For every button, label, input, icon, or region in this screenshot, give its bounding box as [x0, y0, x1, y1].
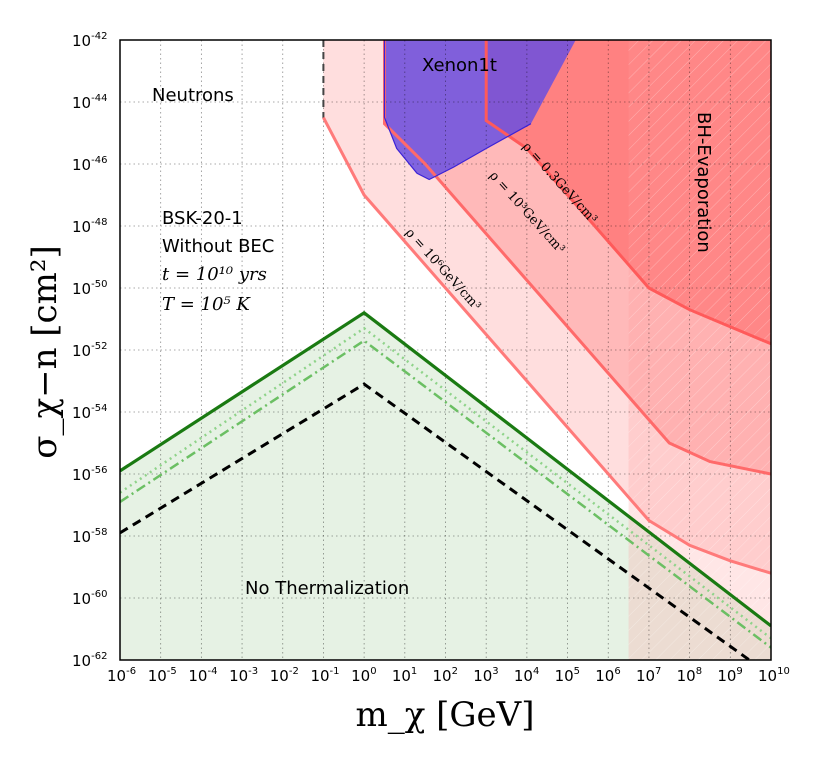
- series-without-bec-solid: [120, 310, 771, 628]
- y-tick-label: 10-62: [72, 651, 107, 670]
- y-axis-label: σ_χ−n [cm²]: [25, 245, 65, 458]
- x-tick-label: 102: [433, 666, 458, 685]
- boundary-rho-0.3: [484, 40, 771, 346]
- annotation-temperature: T = 10⁵ K: [162, 294, 251, 315]
- y-tick-label: 10-56: [72, 465, 107, 484]
- annotation-neutrons: Neutrons: [152, 85, 234, 106]
- exclusion-regions: [323, 40, 771, 660]
- series-lines: [120, 310, 771, 660]
- boundary-rho-1e6-red: [322, 116, 771, 575]
- x-tick-label: 100: [351, 666, 376, 685]
- annotation-model: BSK-20-1: [162, 208, 243, 229]
- x-tick-label: 103: [473, 666, 498, 685]
- x-tick-label: 10-4: [188, 666, 217, 685]
- series-dotted: [120, 326, 771, 640]
- series-dashed: [120, 382, 752, 660]
- y-tick-label: 10-44: [72, 93, 107, 112]
- x-tick-label: 108: [677, 666, 702, 685]
- x-tick-label: 10-2: [270, 666, 299, 685]
- annotation-time: t = 10¹⁰ yrs: [162, 264, 267, 285]
- y-tick-label: 10-60: [72, 589, 107, 608]
- y-tick-label: 10-52: [72, 341, 107, 360]
- x-tick-label: 105: [555, 666, 580, 685]
- y-tick-label: 10-54: [72, 403, 107, 422]
- boundary-rho-1e3: [383, 40, 771, 476]
- y-tick-label: 10-48: [72, 217, 107, 236]
- y-tick-label: 10-58: [72, 527, 107, 546]
- y-tick-label: 10-50: [72, 279, 107, 298]
- x-tick-label: 101: [392, 666, 417, 685]
- x-tick-labels: 10-6 10-5 10-4 10-3 10-2 10-1 100 101 102 103 104 1…: [107, 666, 790, 685]
- bh-evaporation-hatch: [628, 40, 771, 660]
- x-axis-label: m_χ [GeV]: [355, 695, 534, 735]
- annotation-xenon1t: Xenon1t: [422, 55, 497, 76]
- annotation-bec: Without BEC: [162, 236, 274, 257]
- annotation-bh-evaporation: BH-Evaporation: [693, 112, 714, 253]
- x-tick-label: 109: [717, 666, 742, 685]
- x-tick-label: 10-5: [148, 666, 177, 685]
- no-thermalization-fill: [120, 312, 771, 660]
- x-tick-label: 10-3: [229, 666, 258, 685]
- plot-frame: [119, 39, 772, 661]
- no-thermalization-region: [120, 312, 771, 660]
- region-xenon1t: [384, 40, 576, 180]
- y-tick-label: 10-46: [72, 155, 107, 174]
- x-tick-label: 107: [636, 666, 661, 685]
- x-tick-label: 10-1: [310, 666, 339, 685]
- y-tick-label: 10-42: [72, 31, 107, 50]
- x-tick-label: 10-6: [107, 666, 136, 685]
- boundary-lines: [322, 40, 771, 575]
- x-tick-label: 106: [595, 666, 620, 685]
- x-tick-label: 104: [514, 666, 539, 685]
- x-tick-label: 1010: [758, 666, 790, 685]
- grid: [120, 40, 771, 660]
- boundary-xenon1t: [383, 40, 532, 181]
- y-tick-labels: 10-62 10-60 10-58 10-56 10-54 10-52 10-50 10-48…: [72, 31, 107, 670]
- annotation-no-thermalization: No Thermalization: [245, 578, 409, 599]
